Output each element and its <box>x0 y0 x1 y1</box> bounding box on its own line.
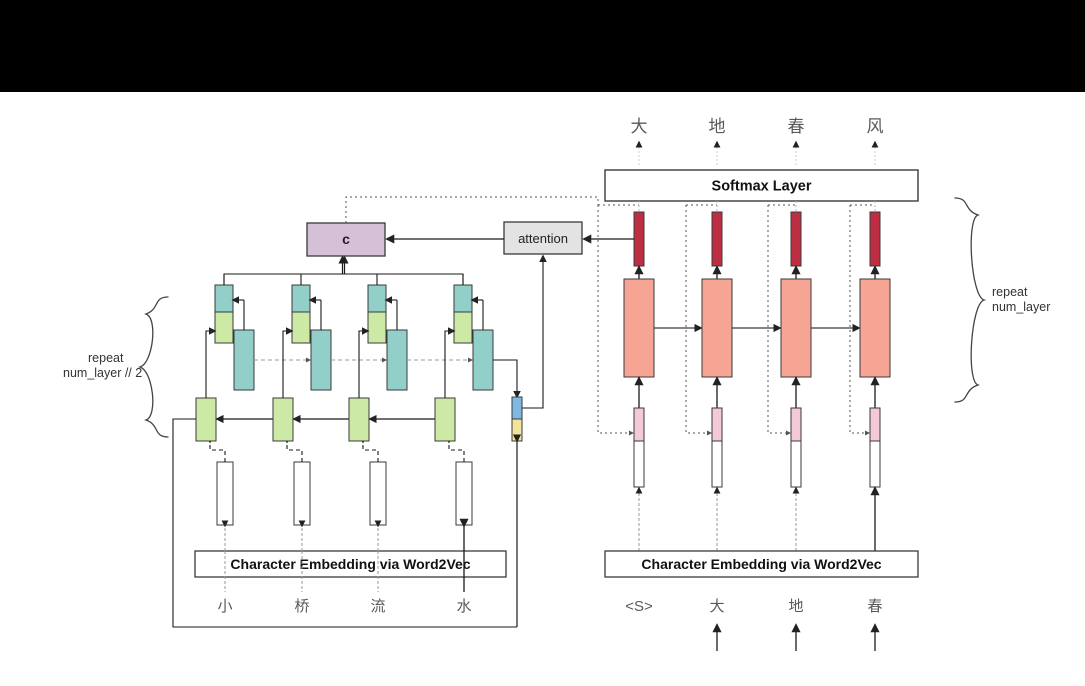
svg-text:Softmax Layer: Softmax Layer <box>712 179 812 195</box>
svg-text:repeat: repeat <box>992 285 1028 299</box>
svg-text:大: 大 <box>709 598 724 615</box>
svg-text:水: 水 <box>456 598 471 615</box>
svg-text:地: 地 <box>788 598 803 615</box>
svg-text:桥: 桥 <box>294 598 309 615</box>
svg-text:Character Embedding via Word2V: Character Embedding via Word2Vec <box>230 556 470 572</box>
svg-text:流: 流 <box>370 598 385 615</box>
svg-text:春: 春 <box>867 598 882 615</box>
svg-text:春: 春 <box>788 117 805 136</box>
svg-text:num_layer: num_layer <box>992 300 1050 314</box>
svg-text:num_layer // 2: num_layer // 2 <box>63 366 142 380</box>
svg-text:大: 大 <box>631 117 648 136</box>
svg-text:风: 风 <box>867 117 884 136</box>
svg-text:attention: attention <box>518 231 568 246</box>
svg-text:小: 小 <box>217 598 232 615</box>
svg-text:repeat: repeat <box>88 351 124 365</box>
svg-text:地: 地 <box>709 117 726 136</box>
svg-text:<S>: <S> <box>625 598 653 615</box>
svg-text:Character Embedding via Word2V: Character Embedding via Word2Vec <box>641 556 881 572</box>
svg-text:c: c <box>342 231 350 247</box>
